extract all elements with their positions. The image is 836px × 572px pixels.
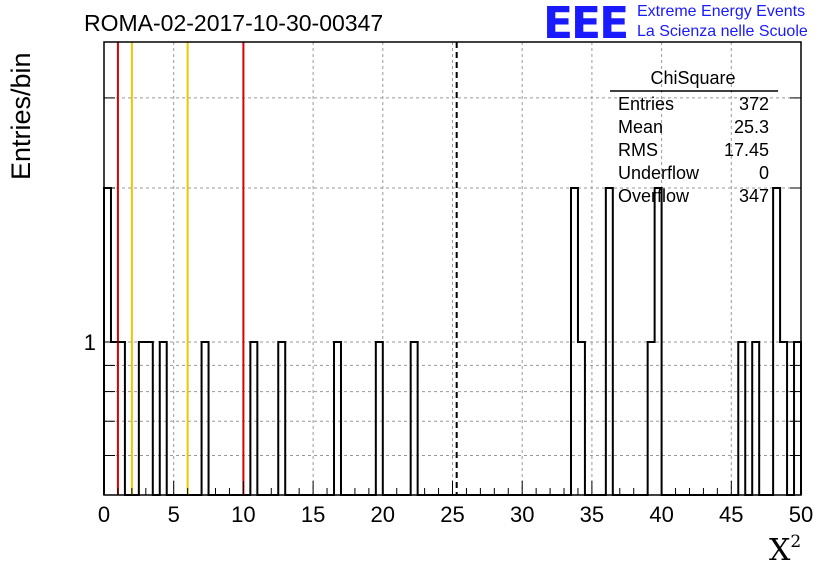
stats-label: Entries (618, 94, 674, 114)
stats-label: RMS (618, 140, 658, 160)
eee-logo-mark: EEE (543, 0, 629, 49)
stats-box: ChiSquare Entries 372 Mean 25.3 RMS 17.45 Under… (610, 68, 778, 206)
stats-name: ChiSquare (650, 68, 735, 88)
histogram-bin (139, 342, 146, 495)
histogram-bin (334, 342, 341, 495)
histogram-bin (780, 342, 787, 495)
histogram-bin (160, 342, 167, 495)
axis-ticks: 0 5 10 15 20 25 30 35 40 45 50 1 (84, 97, 813, 527)
histogram-bin (738, 342, 745, 495)
grid-lines (104, 42, 801, 495)
logo-text-line2: La Scienza nelle Scuole (637, 23, 808, 40)
histogram-bin (278, 342, 285, 495)
histogram-bin (411, 342, 418, 495)
x-tick-label: 20 (371, 502, 395, 527)
histogram-bin (606, 188, 613, 495)
histogram-bin (202, 342, 209, 495)
y-tick-label: 1 (84, 330, 96, 355)
histogram-bin (578, 342, 585, 495)
x-tick-label: 40 (649, 502, 673, 527)
histogram-bin (655, 188, 662, 495)
histogram-bin (571, 188, 578, 495)
histogram-bin (648, 342, 655, 495)
histogram-bin (752, 342, 759, 495)
stats-label: Overflow (618, 186, 690, 206)
x-tick-label: 50 (789, 502, 813, 527)
stats-value: 25.3 (734, 117, 769, 137)
x-tick-label: 45 (719, 502, 743, 527)
marker-lines (116, 42, 458, 495)
stats-value: 17.45 (724, 140, 769, 160)
x-tick-label: 35 (580, 502, 604, 527)
x-tick-label: 25 (440, 502, 464, 527)
x-tick-label: 10 (231, 502, 255, 527)
histogram-bin (250, 342, 257, 495)
histogram-bin (146, 342, 153, 495)
x-tick-label: 30 (510, 502, 534, 527)
logo-text-line1: Extreme Energy Events (637, 3, 806, 20)
stats-label: Underflow (618, 163, 700, 183)
chart-title: ROMA-02-2017-10-30-00347 (84, 10, 384, 36)
x-tick-label: 15 (301, 502, 325, 527)
stats-value: 347 (739, 186, 769, 206)
histogram-bin (118, 342, 125, 495)
histogram-bin (376, 342, 383, 495)
x-axis-label: X2 (769, 532, 802, 568)
stats-label: Mean (618, 117, 663, 137)
x-tick-label: 0 (98, 502, 110, 527)
stats-value: 0 (759, 163, 769, 183)
stats-value: 372 (739, 94, 769, 114)
x-tick-label: 5 (168, 502, 180, 527)
